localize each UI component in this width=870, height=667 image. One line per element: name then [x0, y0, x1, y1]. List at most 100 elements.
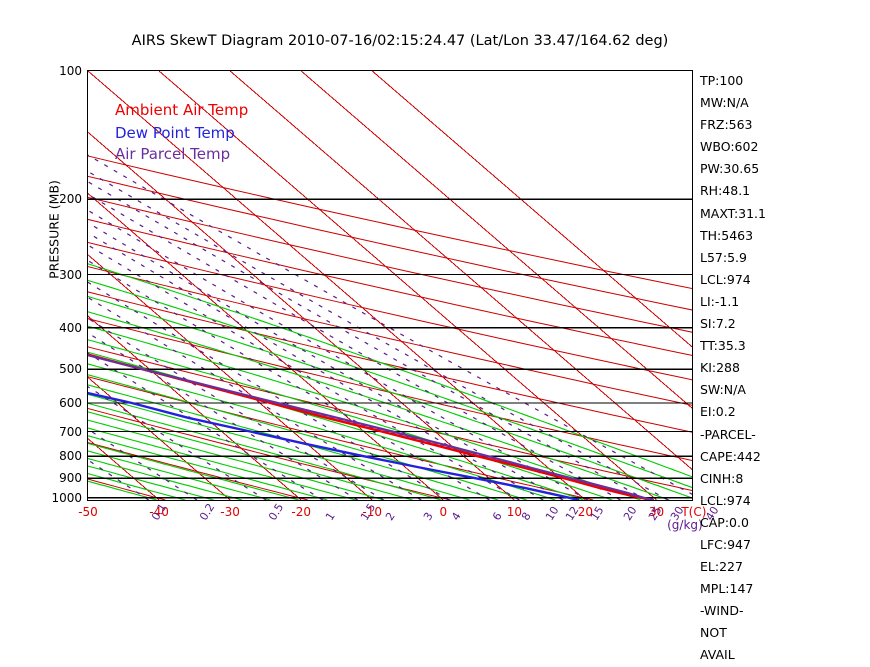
moist-adiabat-line — [88, 442, 299, 500]
dry-adiabat-line — [88, 291, 692, 433]
dry-adiabat-line — [88, 266, 692, 406]
skewt-plot-area — [87, 70, 693, 501]
parameter-row: LCL:974 — [700, 271, 751, 287]
moist-adiabat-line — [88, 465, 214, 500]
moist-adiabat-line — [88, 363, 556, 500]
moist-adiabat-line — [88, 473, 186, 500]
dry-adiabat-line — [88, 241, 692, 381]
dry-adiabat-line — [88, 346, 692, 491]
moist-adiabat-line — [88, 427, 356, 500]
dry-adiabat-line — [88, 218, 692, 356]
dry-adiabat-line — [88, 442, 308, 500]
pressure-axis: 100 200 300 400 500 600 700 800 900 1000 — [0, 0, 82, 560]
moist-adiabat-line — [88, 325, 641, 500]
parameter-row: SI:7.2 — [700, 316, 736, 332]
mixing-ratio-tick-label: 3 — [421, 510, 436, 523]
mixing-ratio-line — [88, 296, 422, 500]
parameter-row: TP:100 — [700, 73, 744, 88]
sounding-parameters-panel: TP:100 MW:N/A FRZ:563 WBO:602 PW:30.65 RH:48.… — [700, 70, 868, 667]
bottom-temp-tick-label: -40 — [149, 505, 169, 519]
parameter-row: MW:N/A — [700, 95, 749, 111]
isotherm-line — [371, 71, 692, 348]
isotherm-line — [88, 192, 444, 500]
bottom-axis-unit-label: T(C) — [681, 505, 707, 519]
pressure-tick-label: 900 — [59, 471, 82, 486]
mixing-ratio-tick-label: 0.5 — [266, 501, 287, 523]
parameter-row: SW:N/A — [700, 382, 746, 398]
mixing-ratio-tick-label: 2 — [383, 510, 399, 523]
moist-adiabat-line — [88, 450, 271, 500]
isotherm-line — [88, 315, 302, 500]
legend-ambient-air-temp: Ambient Air Temp — [115, 101, 249, 119]
bottom-temp-tick-label: 10 — [506, 505, 522, 519]
mixing-ratio-line — [88, 222, 564, 500]
moist-adiabat-line — [88, 435, 328, 500]
moist-adiabat-line — [88, 393, 470, 500]
parameter-row: CAP:0.0 — [700, 514, 749, 530]
mixing-ratio-tick-label: 1 — [322, 510, 338, 523]
moist-adiabat-line — [88, 419, 385, 500]
parameter-row: EL:227 — [700, 559, 743, 575]
isotherm-line — [88, 71, 586, 500]
parameter-row: TH:5463 — [700, 227, 754, 243]
page-title: AIRS SkewT Diagram 2010-07-16/02:15:24.4… — [131, 33, 669, 49]
skewt-plot-svg — [88, 71, 692, 500]
mixing-ratio-line — [88, 232, 544, 500]
bottom-temp-tick-label: -10 — [362, 505, 383, 519]
mixing-ratio-line — [88, 386, 267, 500]
pressure-tick-label: 100 — [59, 64, 82, 78]
mixing-ratio-line — [88, 181, 647, 500]
dry-adiabat-line — [88, 408, 451, 500]
mixing-ratio-line — [88, 209, 589, 500]
dry-adiabat-line — [88, 376, 594, 500]
parameter-row: -WIND- — [700, 603, 744, 619]
mixing-ratio-tick-label: 4 — [448, 510, 464, 523]
parameter-row: AVAIL — [700, 647, 735, 663]
parameter-row: FRZ:563 — [700, 117, 753, 133]
mixing-ratio-line — [88, 332, 359, 500]
mixing-ratio-tick-label: 0.2 — [197, 501, 218, 523]
isotherm-line — [300, 71, 692, 409]
parameter-row: EI:0.2 — [700, 404, 736, 420]
y-axis-label: PRESSURE (MB) — [46, 180, 62, 279]
parameter-row: L57:5.9 — [700, 249, 747, 265]
parameter-row: KI:288 — [700, 360, 740, 376]
parameter-row: NOT — [700, 625, 727, 641]
mixing-ratio-tick-label: 6 — [489, 510, 505, 523]
pressure-tick-label: 400 — [59, 320, 82, 335]
moist-adiabat-line — [88, 295, 692, 499]
bottom-temp-tick-label: -50 — [78, 505, 98, 519]
mixing-ratio-line — [88, 281, 450, 500]
moist-adiabat-line — [88, 457, 243, 500]
mixing-ratio-tick-label: 8 — [519, 510, 535, 523]
pressure-tick-label: 700 — [59, 424, 82, 439]
pressure-tick-label: 500 — [59, 362, 82, 377]
curve-ambient-air-temp — [88, 353, 655, 500]
parameter-row: LFC:947 — [700, 536, 751, 552]
pressure-tick-label: 600 — [59, 395, 82, 410]
parameter-row: MPL:147 — [700, 581, 754, 597]
pressure-tick-label: 300 — [59, 267, 82, 282]
mixing-ratio-unit-label: (g/kg) — [667, 518, 703, 532]
parameter-row: RH:48.1 — [700, 183, 751, 199]
parameter-row: LI:-1.1 — [700, 293, 740, 309]
moist-adiabat-line — [88, 351, 584, 500]
skewt-diagram-page: AIRS SkewT Diagram 2010-07-16/02:15:24.4… — [0, 0, 766, 663]
legend-air-parcel-temp: Air Parcel Temp — [115, 145, 231, 163]
dry-adiabat-line — [88, 196, 692, 333]
parameter-row: TT:35.3 — [700, 338, 746, 354]
curve-air-parcel-temp — [88, 354, 654, 500]
isotherm-line — [229, 71, 692, 471]
moist-adiabat-line — [88, 480, 157, 500]
dry-adiabat-line — [88, 318, 692, 462]
moist-adiabat-line — [88, 411, 413, 500]
moist-adiabat-line — [88, 311, 670, 500]
mixing-ratio-tick-label: 10 — [543, 504, 562, 523]
bottom-temp-tick-label: 30 — [648, 505, 665, 519]
isotherm-line — [158, 71, 657, 500]
mixing-ratio-line — [88, 428, 198, 500]
parameter-row: PW:30.65 — [700, 161, 760, 177]
pressure-tick-label: 200 — [59, 192, 82, 207]
bottom-temp-tick-label: -30 — [220, 505, 240, 519]
legend-dew-point-temp: Dew Point Temp — [115, 124, 235, 142]
